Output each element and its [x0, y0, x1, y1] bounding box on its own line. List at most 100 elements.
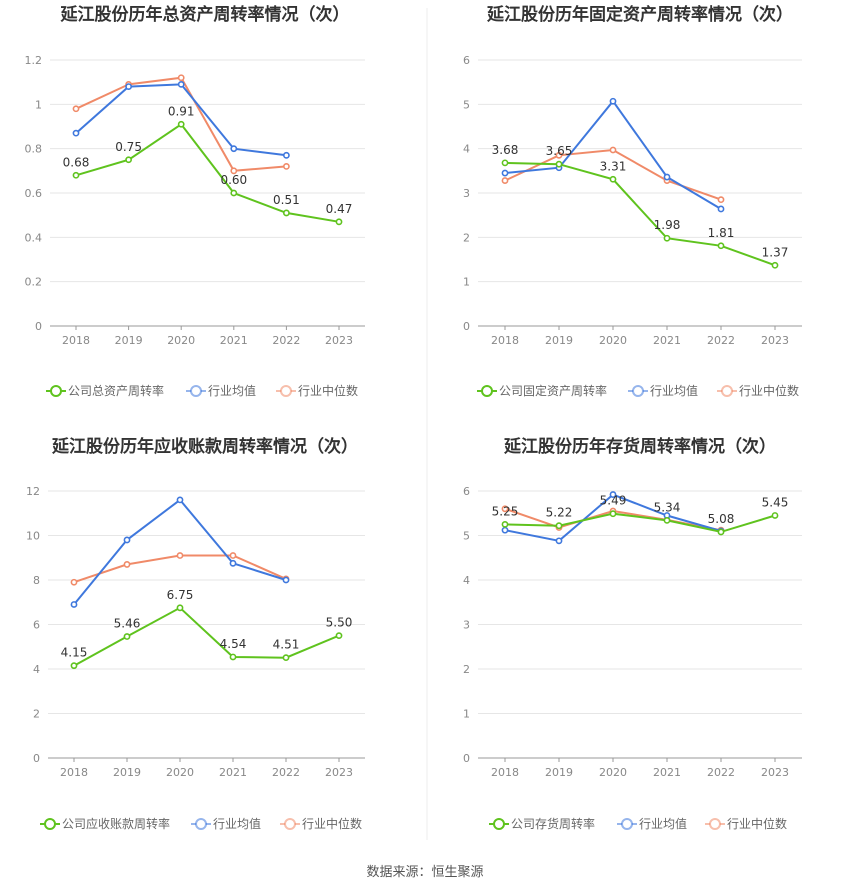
x-tick-label: 2023 — [761, 766, 789, 779]
legend-marker — [621, 818, 633, 830]
data-point-industry_median — [555, 151, 563, 159]
y-tick-label: 5 — [463, 98, 470, 111]
legend-marker — [709, 818, 721, 830]
data-point-industry_median — [72, 105, 80, 113]
data-point-company — [282, 209, 290, 217]
data-label: 1.37 — [762, 245, 789, 259]
data-point-industry_avg — [282, 576, 290, 584]
legend-label: 行业中位数 — [298, 383, 358, 398]
y-tick-label: 3 — [463, 187, 470, 200]
data-label: 0.47 — [326, 202, 353, 216]
data-point-company — [555, 160, 563, 168]
legend-item-industry_median: 行业中位数 — [280, 816, 362, 831]
data-label: 5.49 — [600, 494, 627, 508]
data-point-industry_median — [501, 505, 509, 513]
legend-marker — [195, 818, 207, 830]
data-point-company — [335, 632, 343, 640]
data-label: 0.51 — [273, 193, 300, 207]
legend-item-industry_median: 行业中位数 — [717, 383, 799, 398]
legend-item-industry_median: 行业中位数 — [705, 816, 787, 831]
data-point-industry_median — [177, 74, 185, 82]
y-tick-label: 4 — [33, 663, 40, 676]
legend-item-company: 公司应收账款周转率 — [40, 816, 170, 831]
data-label: 3.31 — [600, 159, 627, 173]
y-tick-label: 0.2 — [25, 276, 43, 289]
data-point-company — [70, 662, 78, 670]
data-point-industry_median — [123, 561, 131, 568]
series-line-industry_median — [73, 554, 287, 584]
data-label: 4.15 — [61, 646, 88, 660]
legend-label: 行业均值 — [213, 816, 261, 831]
series-line-company — [73, 606, 340, 667]
data-label: 5.22 — [546, 506, 573, 520]
data-point-industry_avg — [609, 491, 617, 498]
y-tick-label: 0 — [35, 320, 42, 333]
data-point-industry_avg — [717, 205, 725, 213]
x-tick-label: 2023 — [325, 334, 353, 347]
chart-panel-4: 延江股份历年存货周转率情况（次） 0 1 2 3 4 5 6 2018 2019 2020 2021 2… — [463, 436, 802, 831]
y-tick-label: 1 — [35, 98, 42, 111]
legend-label: 行业中位数 — [302, 816, 362, 831]
data-point-industry_avg — [555, 537, 563, 545]
data-point-industry_avg — [72, 129, 80, 137]
data-point-industry_avg — [176, 496, 184, 504]
data-point-company — [609, 175, 617, 183]
data-point-company — [72, 171, 80, 179]
legend-marker — [481, 385, 493, 397]
legend-item-company: 公司固定资产周转率 — [477, 383, 607, 398]
x-tick-label: 2022 — [272, 334, 300, 347]
data-point-industry_median — [282, 162, 290, 170]
data-point-industry_avg — [501, 169, 509, 177]
y-tick-label: 0.8 — [25, 143, 43, 156]
x-tick-label: 2020 — [166, 766, 194, 779]
data-point-industry_median — [229, 552, 237, 559]
legend-marker — [190, 385, 202, 397]
data-point-industry_median — [501, 177, 509, 184]
legend-label: 公司存货周转率 — [511, 816, 595, 831]
series-line-industry_median — [504, 148, 722, 201]
x-tick-label: 2021 — [653, 766, 681, 779]
legend-label: 行业均值 — [208, 383, 256, 398]
legend-label: 行业中位数 — [739, 383, 799, 398]
data-point-company — [771, 512, 779, 519]
data-point-industry_avg — [609, 97, 617, 105]
legend-item-company: 公司总资产周转率 — [46, 383, 164, 398]
y-tick-label: 5 — [463, 530, 470, 543]
x-tick-label: 2021 — [219, 766, 247, 779]
y-tick-label: 0 — [33, 752, 40, 765]
data-point-industry_avg — [229, 559, 237, 567]
chart-title: 延江股份历年固定资产周转率情况（次） — [486, 4, 793, 25]
x-tick-label: 2019 — [115, 334, 143, 347]
data-label: 1.98 — [654, 218, 681, 232]
data-point-company — [176, 604, 184, 612]
data-point-industry_avg — [70, 601, 78, 608]
data-point-industry_median — [230, 167, 238, 175]
y-tick-label: 0.6 — [25, 187, 43, 200]
legend-label: 行业均值 — [650, 383, 698, 398]
legend-marker — [50, 385, 62, 397]
data-point-company — [125, 156, 133, 164]
data-label: 3.68 — [492, 143, 519, 157]
y-tick-label: 6 — [463, 485, 470, 498]
series-line-company — [504, 161, 776, 267]
data-point-company — [230, 189, 238, 197]
x-tick-label: 2021 — [220, 334, 248, 347]
data-label: 4.51 — [273, 638, 300, 652]
data-point-company — [663, 234, 671, 242]
y-tick-label: 3 — [463, 619, 470, 632]
data-point-company — [771, 261, 779, 269]
x-tick-label: 2021 — [653, 334, 681, 347]
data-point-company — [501, 159, 509, 167]
legend-item-industry_avg: 行业均值 — [186, 383, 256, 398]
data-label: 6.75 — [167, 588, 194, 602]
legend-item-industry_avg: 行业均值 — [628, 383, 698, 398]
x-tick-label: 2018 — [491, 766, 519, 779]
data-point-industry_avg — [501, 526, 509, 534]
data-label: 0.75 — [115, 140, 142, 154]
chart-title: 延江股份历年存货周转率情况（次） — [503, 436, 776, 457]
x-tick-label: 2022 — [707, 334, 735, 347]
data-point-company — [335, 218, 343, 226]
data-point-company — [177, 120, 185, 128]
y-tick-label: 10 — [26, 530, 40, 543]
